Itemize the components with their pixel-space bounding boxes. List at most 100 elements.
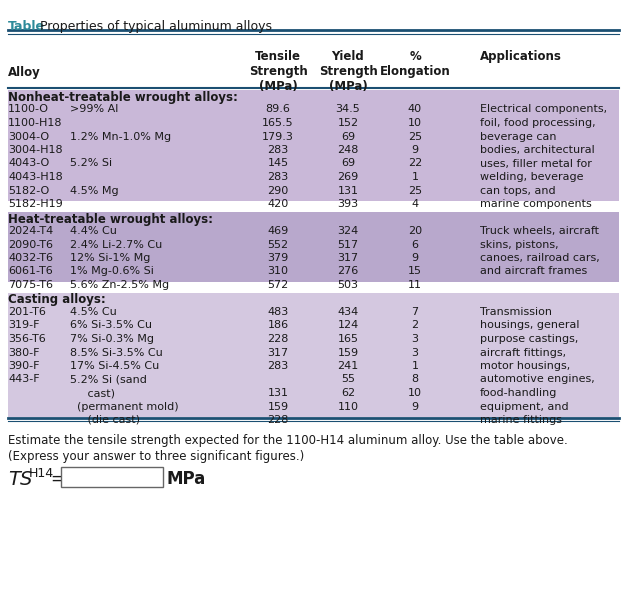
Text: 290: 290 [267, 185, 288, 195]
Text: 8: 8 [411, 375, 419, 384]
Text: $\mathit{TS}$: $\mathit{TS}$ [8, 470, 34, 489]
Text: 2: 2 [411, 321, 419, 330]
Text: Heat-treatable wrought alloys:: Heat-treatable wrought alloys: [8, 212, 213, 225]
Text: 6% Si-3.5% Cu: 6% Si-3.5% Cu [70, 321, 152, 330]
Text: 10: 10 [408, 118, 422, 128]
Text: 241: 241 [337, 361, 359, 371]
Text: 25: 25 [408, 185, 422, 195]
Text: can tops, and: can tops, and [480, 185, 556, 195]
Text: 89.6: 89.6 [266, 105, 290, 114]
Text: 379: 379 [267, 253, 288, 263]
Text: 15: 15 [408, 266, 422, 277]
Text: 390-F: 390-F [8, 361, 40, 371]
Text: 4.5% Cu: 4.5% Cu [70, 307, 117, 317]
Text: 4043-H18: 4043-H18 [8, 172, 63, 182]
Text: 3: 3 [411, 348, 418, 357]
Text: 4032-T6: 4032-T6 [8, 253, 53, 263]
FancyBboxPatch shape [61, 467, 163, 487]
Text: 1.2% Mn-1.0% Mg: 1.2% Mn-1.0% Mg [70, 132, 171, 141]
Text: 503: 503 [337, 280, 359, 290]
Text: 4.5% Mg: 4.5% Mg [70, 185, 119, 195]
Text: (Express your answer to three significant figures.): (Express your answer to three significan… [8, 450, 304, 463]
Text: marine fittings: marine fittings [480, 415, 562, 425]
Text: 4.4% Cu: 4.4% Cu [70, 226, 117, 236]
Text: 7: 7 [411, 307, 419, 317]
Text: Applications: Applications [480, 50, 562, 63]
Text: 356-T6: 356-T6 [8, 334, 46, 344]
Text: 55: 55 [341, 375, 355, 384]
Text: 5182-H19: 5182-H19 [8, 199, 63, 209]
Text: canoes, railroad cars,: canoes, railroad cars, [480, 253, 600, 263]
Text: cast): cast) [70, 388, 115, 398]
Text: 283: 283 [267, 145, 288, 155]
Text: marine components: marine components [480, 199, 592, 209]
Bar [8, 90, 619, 201]
Text: 25: 25 [408, 132, 422, 141]
Text: foil, food processing,: foil, food processing, [480, 118, 596, 128]
Text: 4: 4 [411, 199, 419, 209]
Text: 34.5: 34.5 [335, 105, 361, 114]
Text: 7% Si-0.3% Mg: 7% Si-0.3% Mg [70, 334, 154, 344]
Text: 393: 393 [337, 199, 359, 209]
Text: %
Elongation: % Elongation [379, 50, 450, 78]
Text: 9: 9 [411, 253, 419, 263]
Text: 12% Si-1% Mg: 12% Si-1% Mg [70, 253, 150, 263]
Text: 4043-O: 4043-O [8, 159, 50, 168]
Text: Truck wheels, aircraft: Truck wheels, aircraft [480, 226, 599, 236]
Text: 69: 69 [341, 132, 355, 141]
Text: 1: 1 [411, 172, 418, 182]
Text: 5.6% Zn-2.5% Mg: 5.6% Zn-2.5% Mg [70, 280, 169, 290]
Text: 2024-T4: 2024-T4 [8, 226, 53, 236]
Text: 10: 10 [408, 388, 422, 398]
Text: 269: 269 [337, 172, 359, 182]
Text: 40: 40 [408, 105, 422, 114]
Text: beverage can: beverage can [480, 132, 557, 141]
Text: 228: 228 [267, 415, 288, 425]
Text: (die cast): (die cast) [70, 415, 140, 425]
Text: 131: 131 [337, 185, 359, 195]
Bar [8, 293, 619, 417]
Text: 420: 420 [267, 199, 288, 209]
Text: 276: 276 [337, 266, 359, 277]
Text: housings, general: housings, general [480, 321, 579, 330]
Text: Tensile
Strength
(MPa): Tensile Strength (MPa) [249, 50, 307, 93]
Text: =: = [50, 470, 64, 488]
Text: 5.2% Si: 5.2% Si [70, 159, 112, 168]
Text: 159: 159 [337, 348, 359, 357]
Text: 1: 1 [411, 361, 418, 371]
Text: automotive engines,: automotive engines, [480, 375, 595, 384]
Text: 517: 517 [337, 239, 359, 250]
Text: 11: 11 [408, 280, 422, 290]
Text: motor housings,: motor housings, [480, 361, 570, 371]
Text: uses, filler metal for: uses, filler metal for [480, 159, 592, 168]
Text: 124: 124 [337, 321, 359, 330]
Text: 9: 9 [411, 401, 419, 411]
Text: 165.5: 165.5 [262, 118, 294, 128]
Text: 283: 283 [267, 361, 288, 371]
Text: Yield
Strength
(MPa): Yield Strength (MPa) [319, 50, 377, 93]
Text: 228: 228 [267, 334, 288, 344]
Text: and aircraft frames: and aircraft frames [480, 266, 587, 277]
Text: equipment, and: equipment, and [480, 401, 569, 411]
Text: 3004-H18: 3004-H18 [8, 145, 63, 155]
Text: H14: H14 [29, 467, 54, 480]
Text: 572: 572 [267, 280, 288, 290]
Text: Alloy: Alloy [8, 66, 41, 79]
Text: 22: 22 [408, 159, 422, 168]
Text: 5.2% Si (sand: 5.2% Si (sand [70, 375, 147, 384]
Text: 165: 165 [337, 334, 359, 344]
Text: 186: 186 [268, 321, 288, 330]
Text: 110: 110 [337, 401, 359, 411]
Bar [8, 212, 619, 282]
Text: 62: 62 [341, 388, 355, 398]
Text: food-handling: food-handling [480, 388, 557, 398]
Text: 552: 552 [268, 239, 288, 250]
Text: 283: 283 [267, 172, 288, 182]
Text: 324: 324 [337, 226, 359, 236]
Text: 159: 159 [268, 401, 288, 411]
Text: purpose castings,: purpose castings, [480, 334, 578, 344]
Text: 6061-T6: 6061-T6 [8, 266, 53, 277]
Text: 179.3: 179.3 [262, 132, 294, 141]
Text: 3: 3 [411, 334, 418, 344]
Text: 483: 483 [267, 307, 288, 317]
